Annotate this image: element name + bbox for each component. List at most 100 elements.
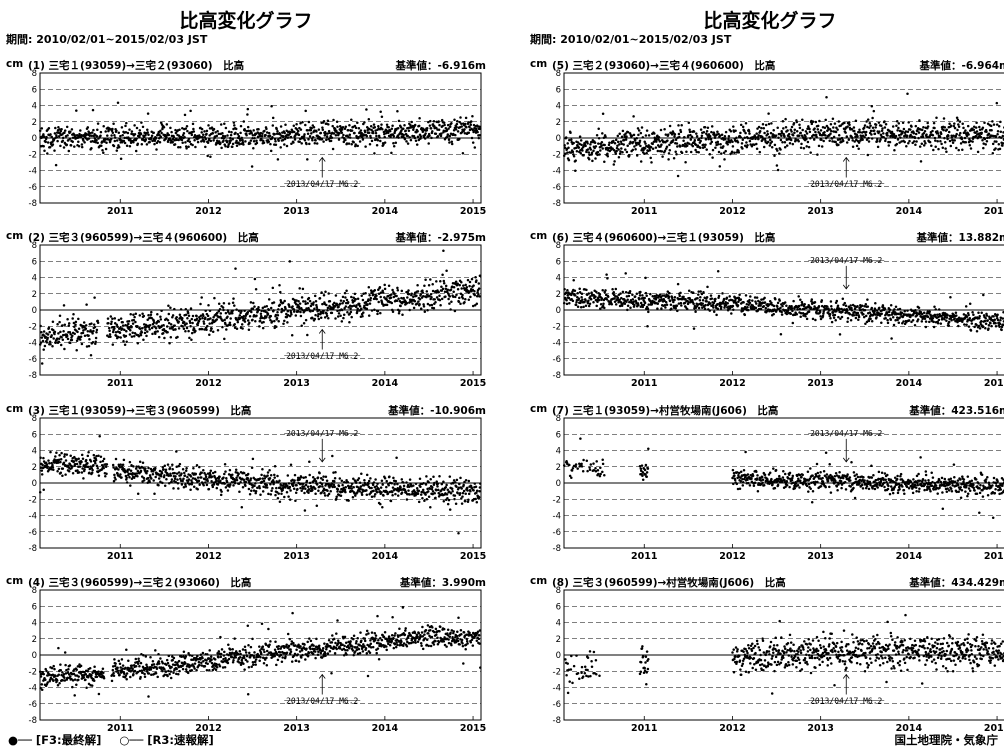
data-point [157,660,161,663]
data-point [589,143,592,146]
data-point [151,332,154,336]
data-point [125,672,129,675]
data-point [245,134,248,137]
data-point [328,649,332,653]
data-point [222,136,226,140]
data-point [173,143,177,146]
left-graph-title: 比高変化グラフ [179,10,313,32]
data-point [162,126,166,129]
data-point [254,288,258,291]
data-point [225,477,228,480]
data-point [199,653,203,656]
data-point [74,320,78,324]
data-point [173,477,177,481]
data-point [216,483,220,486]
data-point [229,323,232,327]
data-point [311,136,315,139]
data-point [364,483,367,486]
data-point [113,473,116,477]
data-point [163,464,167,468]
data-point [451,635,454,639]
data-point [421,488,425,492]
data-point [457,300,461,303]
data-point [118,673,121,677]
data-point [61,679,65,682]
data-point [169,336,173,339]
data-point [586,148,590,151]
data-point [277,320,280,323]
data-point [443,643,447,647]
data-point [59,668,63,672]
data-point [277,647,280,651]
data-point [106,137,109,141]
data-point [287,482,291,485]
data-point [453,118,456,121]
data-point [51,466,55,469]
data-point [206,653,209,656]
data-point [321,485,324,488]
data-point [146,481,149,484]
data-point [62,146,66,149]
data-point [111,343,115,346]
data-point [275,663,278,667]
data-point [461,642,464,645]
data-point [300,489,303,493]
data-point [367,482,370,485]
data-point [469,295,472,299]
data-point [187,145,190,148]
data-point [181,667,185,671]
data-point [241,138,244,142]
data-point [237,134,241,138]
data-point [82,139,85,142]
data-point [173,471,176,475]
data-point [109,322,113,326]
data-point [713,136,717,140]
data-point [203,135,207,139]
data-point [387,284,391,287]
data-point [345,298,349,302]
data-point [382,635,386,639]
data-point [234,267,237,270]
data-point [122,340,125,343]
data-point [632,115,635,118]
data-point [284,486,287,489]
data-point [449,631,452,635]
data-point [376,614,379,618]
data-point [210,661,214,665]
data-point [288,637,292,641]
data-point [267,627,270,631]
data-point [157,335,161,339]
data-point [465,486,469,490]
data-point [252,301,255,305]
data-point [86,675,90,679]
data-point [246,125,250,129]
data-point [92,464,95,467]
data-point [471,114,474,118]
data-point [315,142,319,145]
data-point [49,450,52,454]
data-point [645,151,648,155]
data-point [443,290,447,294]
data-point [603,143,606,147]
y-tick-label: -6 [29,355,37,365]
data-point [340,308,344,312]
data-point [317,128,321,131]
data-point [393,634,396,637]
data-point [469,641,473,644]
data-point [461,293,464,297]
data-point [171,658,174,662]
data-point [374,488,378,491]
data-point [390,127,394,131]
data-point [344,486,348,489]
data-point [221,134,225,138]
data-point [181,134,185,137]
data-point [292,124,296,127]
data-point [242,662,245,665]
data-point [350,118,353,121]
data-point [567,146,570,149]
data-point [102,677,106,680]
data-point [96,141,99,145]
data-point [119,317,123,320]
data-point [303,308,307,312]
data-point [571,150,575,154]
